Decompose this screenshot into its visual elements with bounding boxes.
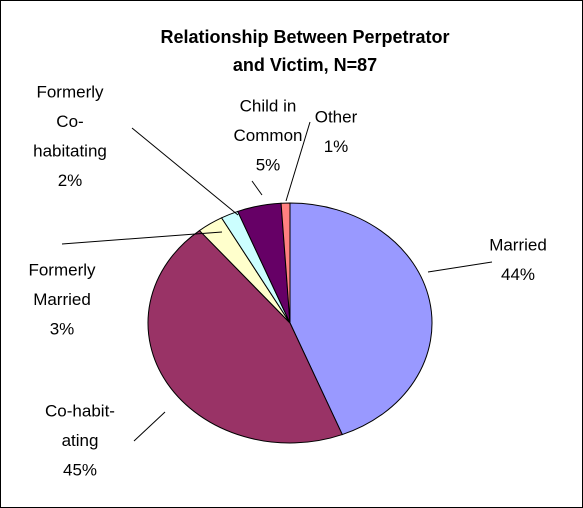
slice-label: habitating <box>33 141 107 160</box>
leader-line <box>61 231 223 245</box>
slice-label: Co-habit- <box>45 401 115 420</box>
slice-label: Married <box>489 235 547 254</box>
slice-value-label: 45% <box>63 460 97 479</box>
leader-line <box>133 411 166 442</box>
slice-value-label: 1% <box>324 137 349 156</box>
slice-label: ating <box>62 431 99 450</box>
slice-value-label: 3% <box>50 319 75 338</box>
pie-slice <box>280 202 291 324</box>
slice-label: Married <box>33 290 91 309</box>
slice-label: Formerly <box>36 82 104 101</box>
chart-title: and Victim, N=87 <box>233 55 377 75</box>
leader-line <box>427 261 493 273</box>
slice-label: Other <box>315 107 358 126</box>
pie-slice <box>289 202 433 436</box>
leader-line <box>131 127 239 216</box>
slice-value-label: 44% <box>501 265 535 284</box>
slice-label: Formerly <box>28 260 96 279</box>
slice-label: Child in <box>240 96 297 115</box>
pie-slice <box>147 229 343 444</box>
chart-title: Relationship Between Perpetrator <box>160 27 449 47</box>
slice-label: Common <box>234 126 303 145</box>
leader-line <box>251 180 263 196</box>
slice-label: Co- <box>56 112 83 131</box>
slice-value-label: 2% <box>58 171 83 190</box>
leader-line <box>285 121 311 202</box>
slice-value-label: 5% <box>256 155 281 174</box>
